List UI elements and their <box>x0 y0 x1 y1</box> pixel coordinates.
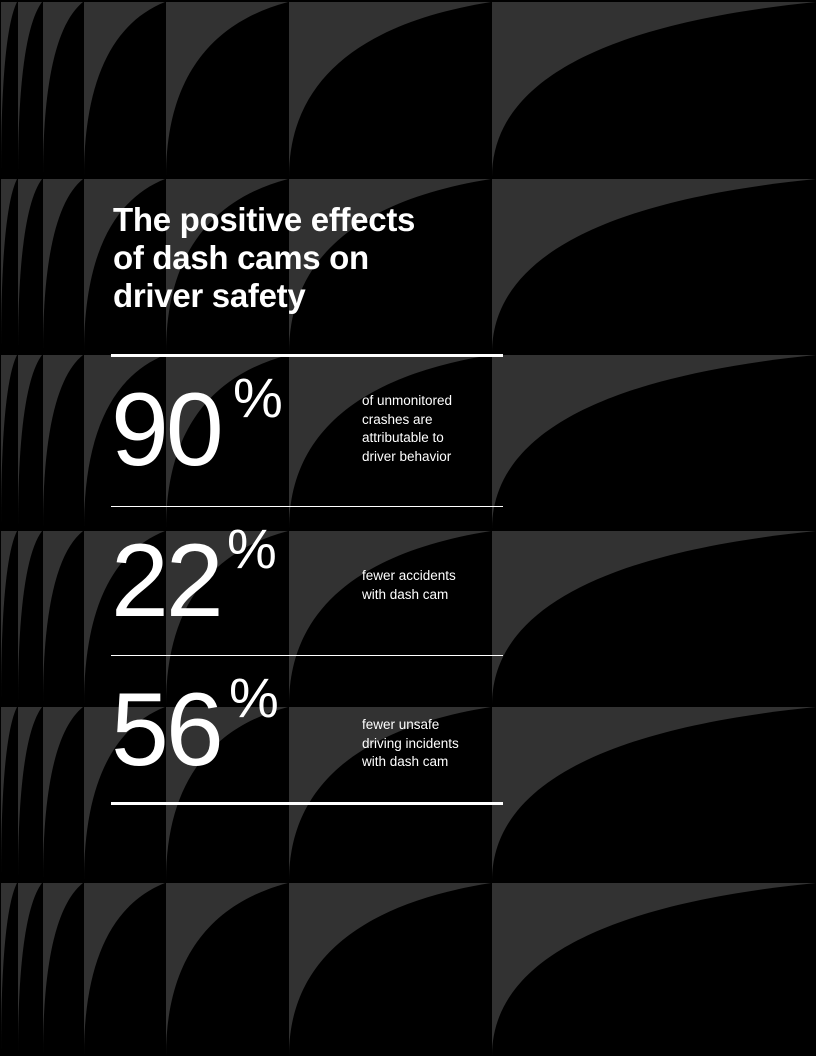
stat-value: 22 <box>111 523 224 639</box>
stat-56: 56 % fewer unsafe driving incidents with… <box>111 670 503 798</box>
pattern-cell <box>166 2 288 177</box>
pattern-cell <box>1 531 17 705</box>
title-line: The positive effects <box>113 201 416 238</box>
pattern-cell <box>289 2 491 177</box>
pattern-cell <box>43 531 83 705</box>
stat-description: fewer unsafe driving incidents with dash… <box>362 717 459 769</box>
pattern-cell <box>84 707 165 881</box>
pattern-cell <box>18 707 42 881</box>
stat-unit: % <box>227 517 277 580</box>
stat-description: fewer accidents with dash cam <box>362 568 456 602</box>
divider <box>111 655 503 656</box>
pattern-cell <box>492 707 816 881</box>
pattern-cell <box>166 531 288 705</box>
divider <box>111 506 503 507</box>
pattern-cell <box>492 2 816 177</box>
pattern-cell <box>1 707 17 881</box>
pattern-cell <box>43 2 83 177</box>
pattern-cell <box>18 531 42 705</box>
pattern-cell <box>18 179 42 353</box>
pattern-cell <box>166 883 288 1056</box>
pattern-cell <box>84 179 165 353</box>
page-title: The positive effects of dash cams on dri… <box>113 201 415 315</box>
stat-description: of unmonitored crashes are attributable … <box>362 393 453 464</box>
pattern-cell <box>18 2 42 177</box>
stat-unit: % <box>229 666 279 729</box>
pattern-cell <box>43 355 83 529</box>
pattern-cell <box>1 2 17 177</box>
pattern-cell <box>1 179 17 353</box>
stat-unit: % <box>233 366 283 429</box>
pattern-cell <box>18 883 42 1056</box>
pattern-cell <box>166 355 288 529</box>
pattern-cell <box>166 179 288 353</box>
pattern-cell <box>289 531 491 705</box>
pattern-cell <box>43 179 83 353</box>
pattern-cell <box>84 2 165 177</box>
title-line: driver safety <box>113 277 306 314</box>
pattern-cell <box>1 355 17 529</box>
pattern-cell <box>289 707 491 881</box>
stat-90: 90 % of unmonitored crashes are attribut… <box>111 370 503 498</box>
pattern-cell <box>166 707 288 881</box>
pattern-cell <box>289 883 491 1056</box>
pattern-cell <box>492 355 816 529</box>
pattern-cell <box>84 355 165 529</box>
stat-value: 90 <box>111 372 224 488</box>
pattern-cell <box>84 883 165 1056</box>
pattern-cell <box>1 883 17 1056</box>
stat-value: 56 <box>111 672 224 788</box>
stat-22: 22 % fewer accidents with dash cam <box>111 521 503 649</box>
pattern-cell <box>492 179 816 353</box>
pattern-cell <box>492 883 816 1056</box>
pattern-cell <box>84 531 165 705</box>
divider-top <box>111 354 503 357</box>
pattern-cell <box>43 707 83 881</box>
divider-bottom <box>111 802 503 805</box>
pattern-cell <box>492 531 816 705</box>
pattern-cell <box>43 883 83 1056</box>
title-line: of dash cams on <box>113 239 369 276</box>
pattern-cell <box>18 355 42 529</box>
pattern-cell <box>289 179 491 353</box>
pattern-cell <box>289 355 491 529</box>
